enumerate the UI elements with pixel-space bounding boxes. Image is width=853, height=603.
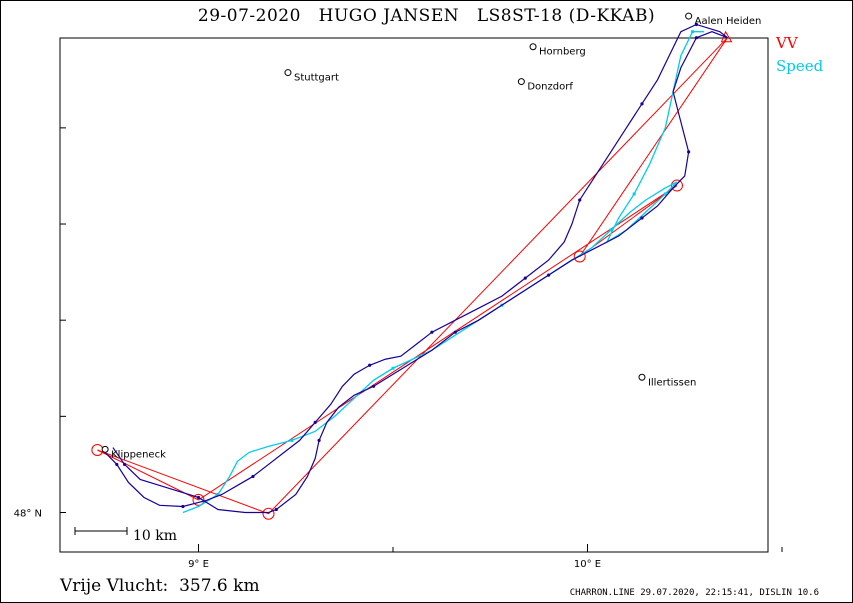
thermal-marker <box>115 462 119 467</box>
speed-marker <box>216 492 220 496</box>
speed-marker <box>290 438 294 442</box>
footer-meta: CHARRON.LINE 29.07.2020, 22:15:41, DISLI… <box>569 588 819 598</box>
thermal-marker <box>196 495 201 500</box>
flight-track <box>104 23 728 514</box>
town-marker <box>638 373 646 381</box>
plot-area <box>59 37 769 553</box>
town-label: Illertissen <box>648 377 696 388</box>
speed-marker <box>391 366 395 370</box>
thermal-marker <box>640 102 644 106</box>
town-label: Aalen Heiden <box>695 16 762 27</box>
town-marker <box>517 78 525 86</box>
scale-bar-label: 10 km <box>133 528 177 544</box>
thermal-marker <box>578 198 582 202</box>
thermal-marker <box>251 474 255 479</box>
thermal-marker <box>122 462 127 467</box>
legend-speed: Speed <box>776 57 824 75</box>
flight-title: 29-07-2020 HUGO JANSEN LS8ST-18 (D-KKAB) <box>197 6 656 26</box>
thermal-marker <box>640 216 644 220</box>
thermal-marker <box>523 276 527 280</box>
legend-vv: VV <box>776 34 798 52</box>
task-layer <box>91 30 733 520</box>
task-line <box>97 37 728 515</box>
thermal-marker <box>317 438 321 442</box>
turnpoint-circle <box>262 507 275 520</box>
town-label: Donzdorf <box>527 82 573 93</box>
free-flight-distance: Vrije Vlucht: 357.6 km <box>60 576 260 596</box>
thermal-marker <box>694 36 699 40</box>
speed-marker <box>691 30 695 34</box>
town-label: Klippeneck <box>111 449 166 460</box>
thermal-marker <box>313 420 317 424</box>
thermal-marker <box>687 150 691 154</box>
y-tick-label: 48° N <box>14 509 42 520</box>
turnpoint-circle <box>192 493 205 506</box>
speed-marker <box>663 192 667 196</box>
town-marker <box>284 69 292 77</box>
turnpoint-circle <box>573 250 586 263</box>
x-tick-label: 9° E <box>188 559 209 570</box>
turnpoint-circle <box>670 179 683 192</box>
thermal-marker <box>453 330 457 334</box>
scale-bar: 10 km <box>74 527 177 544</box>
thermal-marker <box>430 330 434 334</box>
speed-marker <box>632 192 636 196</box>
thermal-marker <box>694 22 699 27</box>
speed-track <box>182 31 705 514</box>
town-marker <box>101 445 109 453</box>
axis-ticks: 9° E 10° E 48° N <box>14 127 783 570</box>
town-label: Stuttgart <box>294 73 339 84</box>
thermal-marker <box>368 363 372 367</box>
town-label: Hornberg <box>539 47 586 58</box>
town-marker <box>529 43 537 51</box>
thermal-marker <box>181 504 185 509</box>
thermal-marker <box>371 384 376 388</box>
town-marker <box>685 12 693 20</box>
towns-layer: Aalen Heiden Hornberg Stuttgart Donzdorf Ill… <box>101 12 762 460</box>
x-tick-label: 10° E <box>574 559 601 570</box>
speed-marker <box>609 228 613 232</box>
thermal-marker <box>274 507 278 512</box>
flight-track-layer <box>104 22 728 514</box>
speed-track-layer <box>182 30 705 514</box>
thermal-marker <box>547 273 551 277</box>
